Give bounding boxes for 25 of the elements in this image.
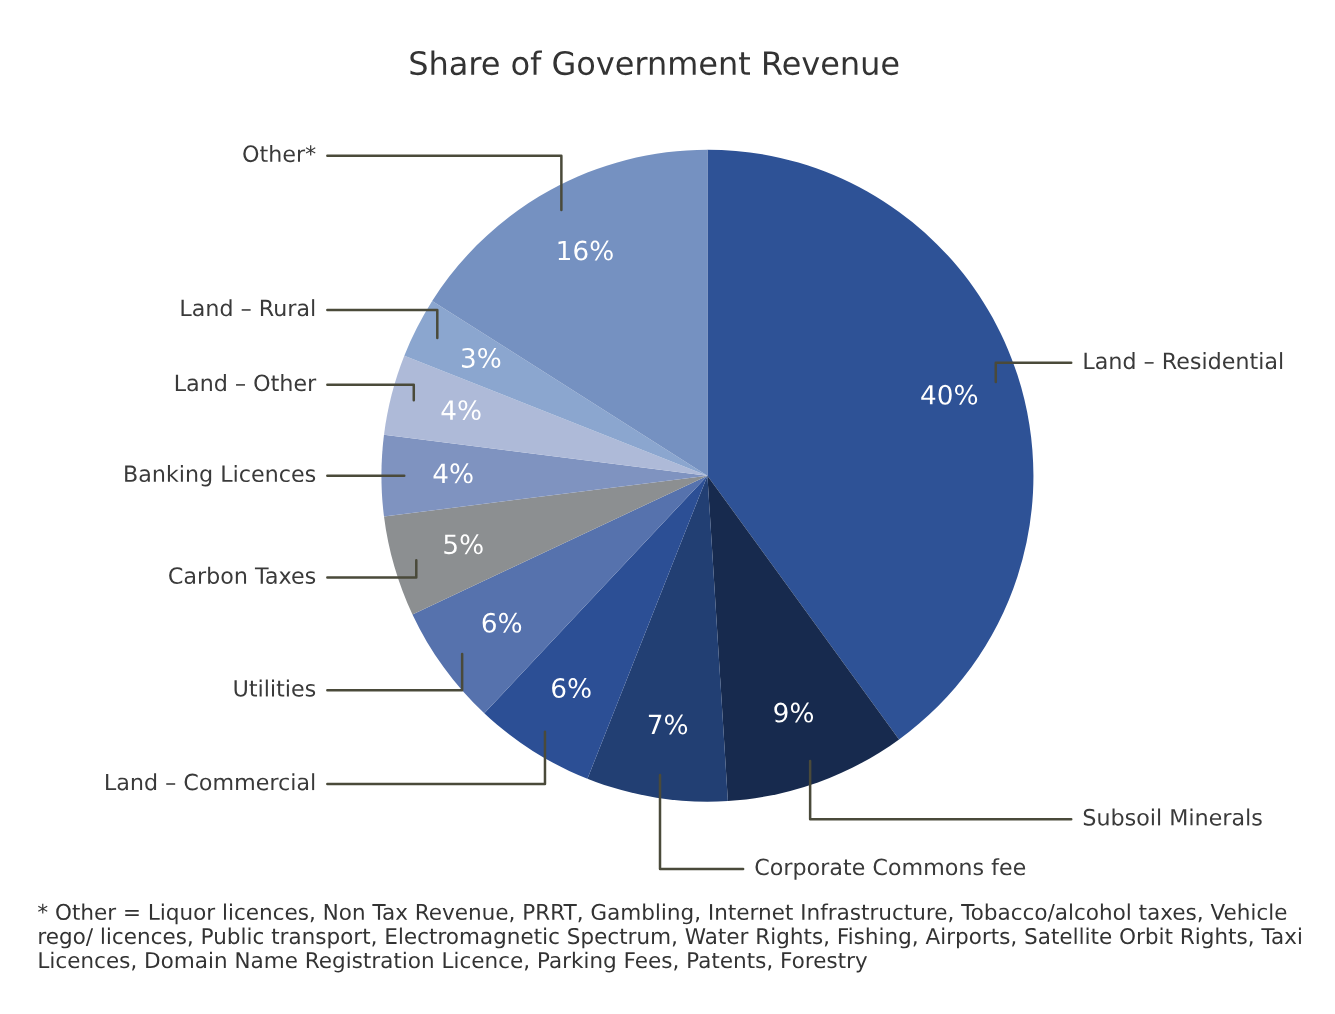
data-label: 9%	[774, 702, 814, 723]
slice-label: Carbon Taxes	[169, 566, 316, 584]
data-label: 4%	[441, 400, 481, 421]
pie-slice	[484, 475, 708, 779]
slice-label: Land – Rural	[181, 299, 315, 317]
slice-label: Banking Licences	[125, 464, 316, 487]
data-label: 4%	[433, 463, 473, 484]
data-label: 3%	[461, 347, 501, 368]
slice-label: Land – Other	[175, 374, 317, 392]
slice-label: Subsoil Minerals	[1083, 808, 1262, 826]
chart-title: Share of Government Revenue	[410, 50, 899, 76]
pie-slice	[707, 149, 1034, 740]
text: * Other = Liquor licences, Non Tax Revenue, PRRT, Gambling, Internet Infrastructure, Tobacco/alcohol taxes, Vehicle rego/ licences, Public transport, Electromagnetic Spectrum, Water Rights, Fishing, Airports, Satellite Orbit Rights, Taxi Licences, Domain Name Registration Licence, Parking Fees, Patents, Forestry	[38, 903, 1301, 973]
slice-label: Land – Commercial	[106, 773, 315, 791]
data-label: 7%	[648, 714, 688, 735]
data-label: 5%	[444, 534, 483, 555]
slice-label: Utilities	[234, 679, 316, 697]
pie-slice	[707, 475, 900, 802]
data-label: 16%	[558, 240, 613, 261]
data-label: 6%	[482, 612, 522, 633]
slice-label: Corporate Commons fee	[755, 858, 1026, 880]
data-label: 6%	[552, 678, 591, 699]
slice-label: Other*	[243, 144, 316, 163]
data-label: 40%	[921, 384, 978, 405]
slice-label: Land – Residential	[1084, 352, 1283, 370]
